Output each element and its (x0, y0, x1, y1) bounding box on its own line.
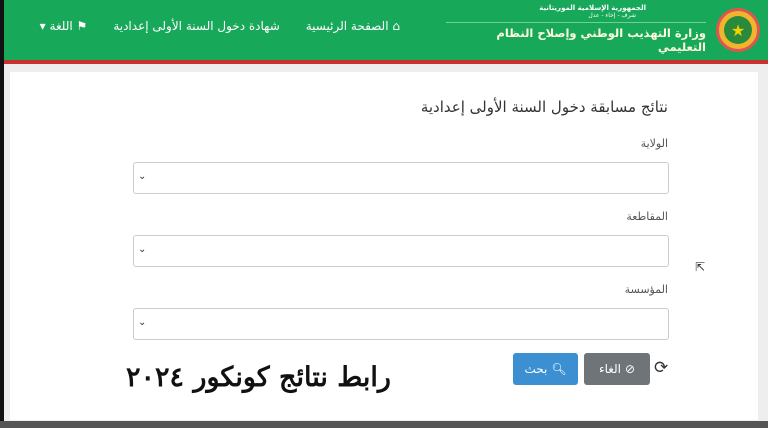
chevron-down-icon: ⌄ (138, 317, 147, 328)
chevron-down-icon: ⌄ (138, 244, 147, 255)
wilaya-select[interactable]: ⌄ (133, 162, 669, 194)
school-select[interactable]: ⌄ (133, 308, 669, 340)
flag-icon: ⚑ (76, 19, 88, 33)
republic-name: الجمهورية الإسلامية الموريتانية (539, 4, 646, 12)
nav-language[interactable]: ⚑ اللغة ▾ (40, 19, 88, 33)
nav-home[interactable]: ⌂ الصفحة الرئيسية (306, 19, 400, 33)
nav-exam[interactable]: شهادة دخول السنة الأولى إعدادية (113, 19, 280, 33)
star-crescent-icon: ★ (724, 16, 752, 44)
moughataa-select[interactable]: ⌄ (133, 235, 669, 267)
ministry-name: وزارة التهذيب الوطني وإصلاح النظام التعل… (496, 26, 706, 54)
school-label: المؤسسة (624, 283, 668, 296)
divider (446, 22, 706, 23)
cancel-label: الغاء (598, 362, 622, 376)
wilaya-label: الولاية (640, 137, 668, 150)
left-edge (0, 0, 4, 428)
header: ★ الجمهورية الإسلامية الموريتانية شرف - … (4, 0, 768, 60)
watermark-text: رابط نتائج كونكور ٢٠٢٤ (126, 362, 391, 393)
brand: الجمهورية الإسلامية الموريتانية شرف - إخ… (446, 4, 706, 54)
home-icon: ⌂ (392, 19, 400, 33)
page-title: نتائج مسابقة دخول السنة الأولى إعدادية (420, 98, 668, 116)
mouse-cursor-icon: ⇱ (695, 260, 706, 274)
nav-language-label: اللغة (49, 19, 73, 33)
cancel-button[interactable]: ⊘ الغاء (584, 353, 650, 385)
ban-icon: ⊘ (625, 362, 636, 376)
main-nav: ⌂ الصفحة الرئيسية شهادة دخول السنة الأول… (40, 19, 400, 33)
ministry-logo: ★ (716, 8, 760, 52)
nav-home-label: الصفحة الرئيسية (305, 19, 389, 33)
moughataa-label: المقاطعة (626, 210, 668, 223)
search-button[interactable]: 🔍︎ بحث (513, 353, 578, 385)
chevron-down-icon: ⌄ (138, 171, 147, 182)
search-label: بحث (524, 362, 548, 376)
header-border (4, 60, 768, 64)
bottom-edge (0, 421, 768, 428)
search-icon: 🔍︎ (551, 362, 567, 376)
refresh-icon[interactable]: ⟳ (654, 358, 669, 378)
motto: شرف - إخاء - عدل (588, 12, 636, 19)
caret-down-icon: ▾ (39, 19, 46, 33)
